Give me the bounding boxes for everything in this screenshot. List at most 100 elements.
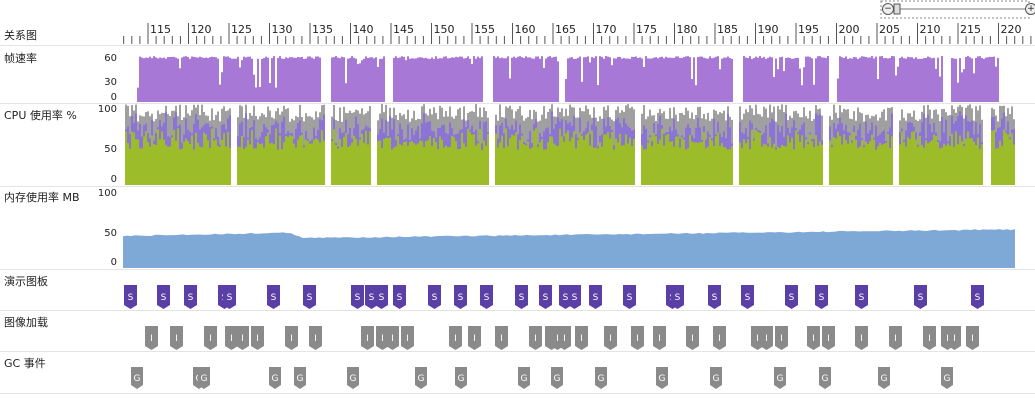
svg-text:I: I [175, 334, 178, 344]
lane-separator [0, 269, 1035, 270]
svg-text:G: G [350, 374, 357, 384]
svg-text:I: I [765, 334, 768, 344]
svg-text:S: S [432, 293, 438, 303]
ruler-ticks [123, 23, 1032, 44]
svg-text:I: I [381, 334, 384, 344]
ruler-label-130: 130 [271, 23, 293, 36]
ruler-label-140: 140 [352, 23, 374, 36]
ruler-label-195: 195 [798, 23, 819, 36]
svg-text:I: I [636, 334, 639, 344]
svg-text:I: I [971, 334, 974, 344]
svg-text:S: S [355, 293, 361, 303]
ruler-label-220: 220 [1000, 23, 1022, 36]
memory-tick-0: 0 [110, 257, 117, 268]
gc-markers: GGGGGGGGGGGGGGGGG [131, 367, 953, 389]
svg-text:S: S [271, 293, 277, 303]
svg-text:S: S [859, 293, 865, 303]
lane-label-column: 关系图 帧速率 60 30 0 CPU 使用率 % 100 50 0 内存使用率… [0, 0, 123, 400]
memory-graph [123, 229, 1015, 268]
svg-text:I: I [609, 334, 612, 344]
ruler-label-145: 145 [393, 23, 414, 36]
cpu-graph [125, 104, 1015, 185]
svg-text:S: S [627, 293, 633, 303]
memory-tick-100: 100 [97, 188, 117, 199]
relationship-label: 关系图 [4, 29, 37, 42]
svg-text:I: I [230, 334, 233, 344]
ruler-label-210: 210 [919, 23, 941, 36]
zoom-track [880, 0, 1030, 19]
svg-text:S: S [975, 293, 981, 303]
svg-text:S: S [789, 293, 795, 303]
ruler-label-115: 115 [150, 23, 171, 36]
lane-separator [0, 351, 1035, 352]
lane-separator [0, 45, 1035, 46]
svg-text:S: S [543, 293, 549, 303]
svg-text:S: S [397, 293, 403, 303]
cpu-label: CPU 使用率 % [4, 109, 77, 122]
svg-text:I: I [454, 334, 457, 344]
ruler-label-180: 180 [676, 23, 698, 36]
ruler-label-125: 125 [231, 23, 252, 36]
svg-text:I: I [391, 334, 394, 344]
svg-text:S: S [675, 293, 681, 303]
svg-text:I: I [756, 334, 759, 344]
svg-text:I: I [556, 334, 559, 344]
svg-text:G: G [201, 374, 208, 384]
image-load-label: 图像加载 [4, 316, 48, 329]
ruler-label-165: 165 [555, 23, 576, 36]
svg-text:I: I [256, 334, 259, 344]
gc-label: GC 事件 [4, 357, 46, 370]
svg-text:I: I [827, 334, 830, 344]
svg-text:G: G [944, 374, 951, 384]
ruler-label-200: 200 [838, 23, 860, 36]
fps-graph [137, 56, 999, 102]
svg-text:I: I [406, 334, 409, 344]
svg-text:I: I [500, 334, 503, 344]
svg-text:S: S [918, 293, 924, 303]
memory-tick-50: 50 [104, 228, 117, 239]
svg-text:I: I [314, 334, 317, 344]
svg-text:G: G [713, 374, 720, 384]
zoom-slider[interactable]: − + [880, 0, 1035, 19]
svg-text:G: G [659, 374, 666, 384]
image-load-markers: IIIIIIIIIIIIIIIIIIIIIIIIIIIIIIIIIIII [145, 326, 979, 350]
svg-text:S: S [712, 293, 718, 303]
svg-text:S: S [227, 293, 233, 303]
ruler-label-205: 205 [879, 23, 900, 36]
svg-text:I: I [241, 334, 244, 344]
svg-text:G: G [777, 374, 784, 384]
fps-tick-30: 30 [104, 77, 117, 88]
svg-text:G: G [554, 374, 561, 384]
ruler-label-135: 135 [312, 23, 333, 36]
memory-label: 内存使用率 MB [4, 191, 80, 204]
svg-text:I: I [150, 334, 153, 344]
svg-text:S: S [572, 293, 578, 303]
storyboard-label: 演示图板 [4, 275, 48, 288]
svg-text:I: I [860, 334, 863, 344]
svg-text:S: S [484, 293, 490, 303]
ruler-label-150: 150 [433, 23, 455, 36]
ruler-label-120: 120 [190, 23, 212, 36]
svg-text:G: G [598, 374, 605, 384]
fps-tick-60: 60 [104, 53, 117, 64]
svg-text:S: S [307, 293, 313, 303]
svg-text:G: G [134, 374, 141, 384]
ruler-label-155: 155 [474, 23, 495, 36]
lane-separator [0, 393, 1035, 394]
zoom-out-button[interactable]: − [882, 3, 894, 15]
ruler-label-175: 175 [636, 23, 657, 36]
fps-label: 帧速率 [4, 52, 37, 65]
cpu-tick-0: 0 [110, 174, 117, 185]
svg-text:I: I [691, 334, 694, 344]
zoom-in-button[interactable]: + [1025, 3, 1035, 15]
svg-text:I: I [534, 334, 537, 344]
svg-text:G: G [418, 374, 425, 384]
svg-text:G: G [521, 374, 528, 384]
svg-text:G: G [881, 374, 888, 384]
svg-text:G: G [297, 374, 304, 384]
svg-text:G: G [272, 374, 279, 384]
svg-text:I: I [473, 334, 476, 344]
cpu-tick-50: 50 [104, 144, 117, 155]
timeline-plot-area[interactable]: 115 120 125 130 135 140 145 150 155 160 165 170 175 1… [123, 0, 1035, 400]
ruler-label-170: 170 [595, 23, 617, 36]
